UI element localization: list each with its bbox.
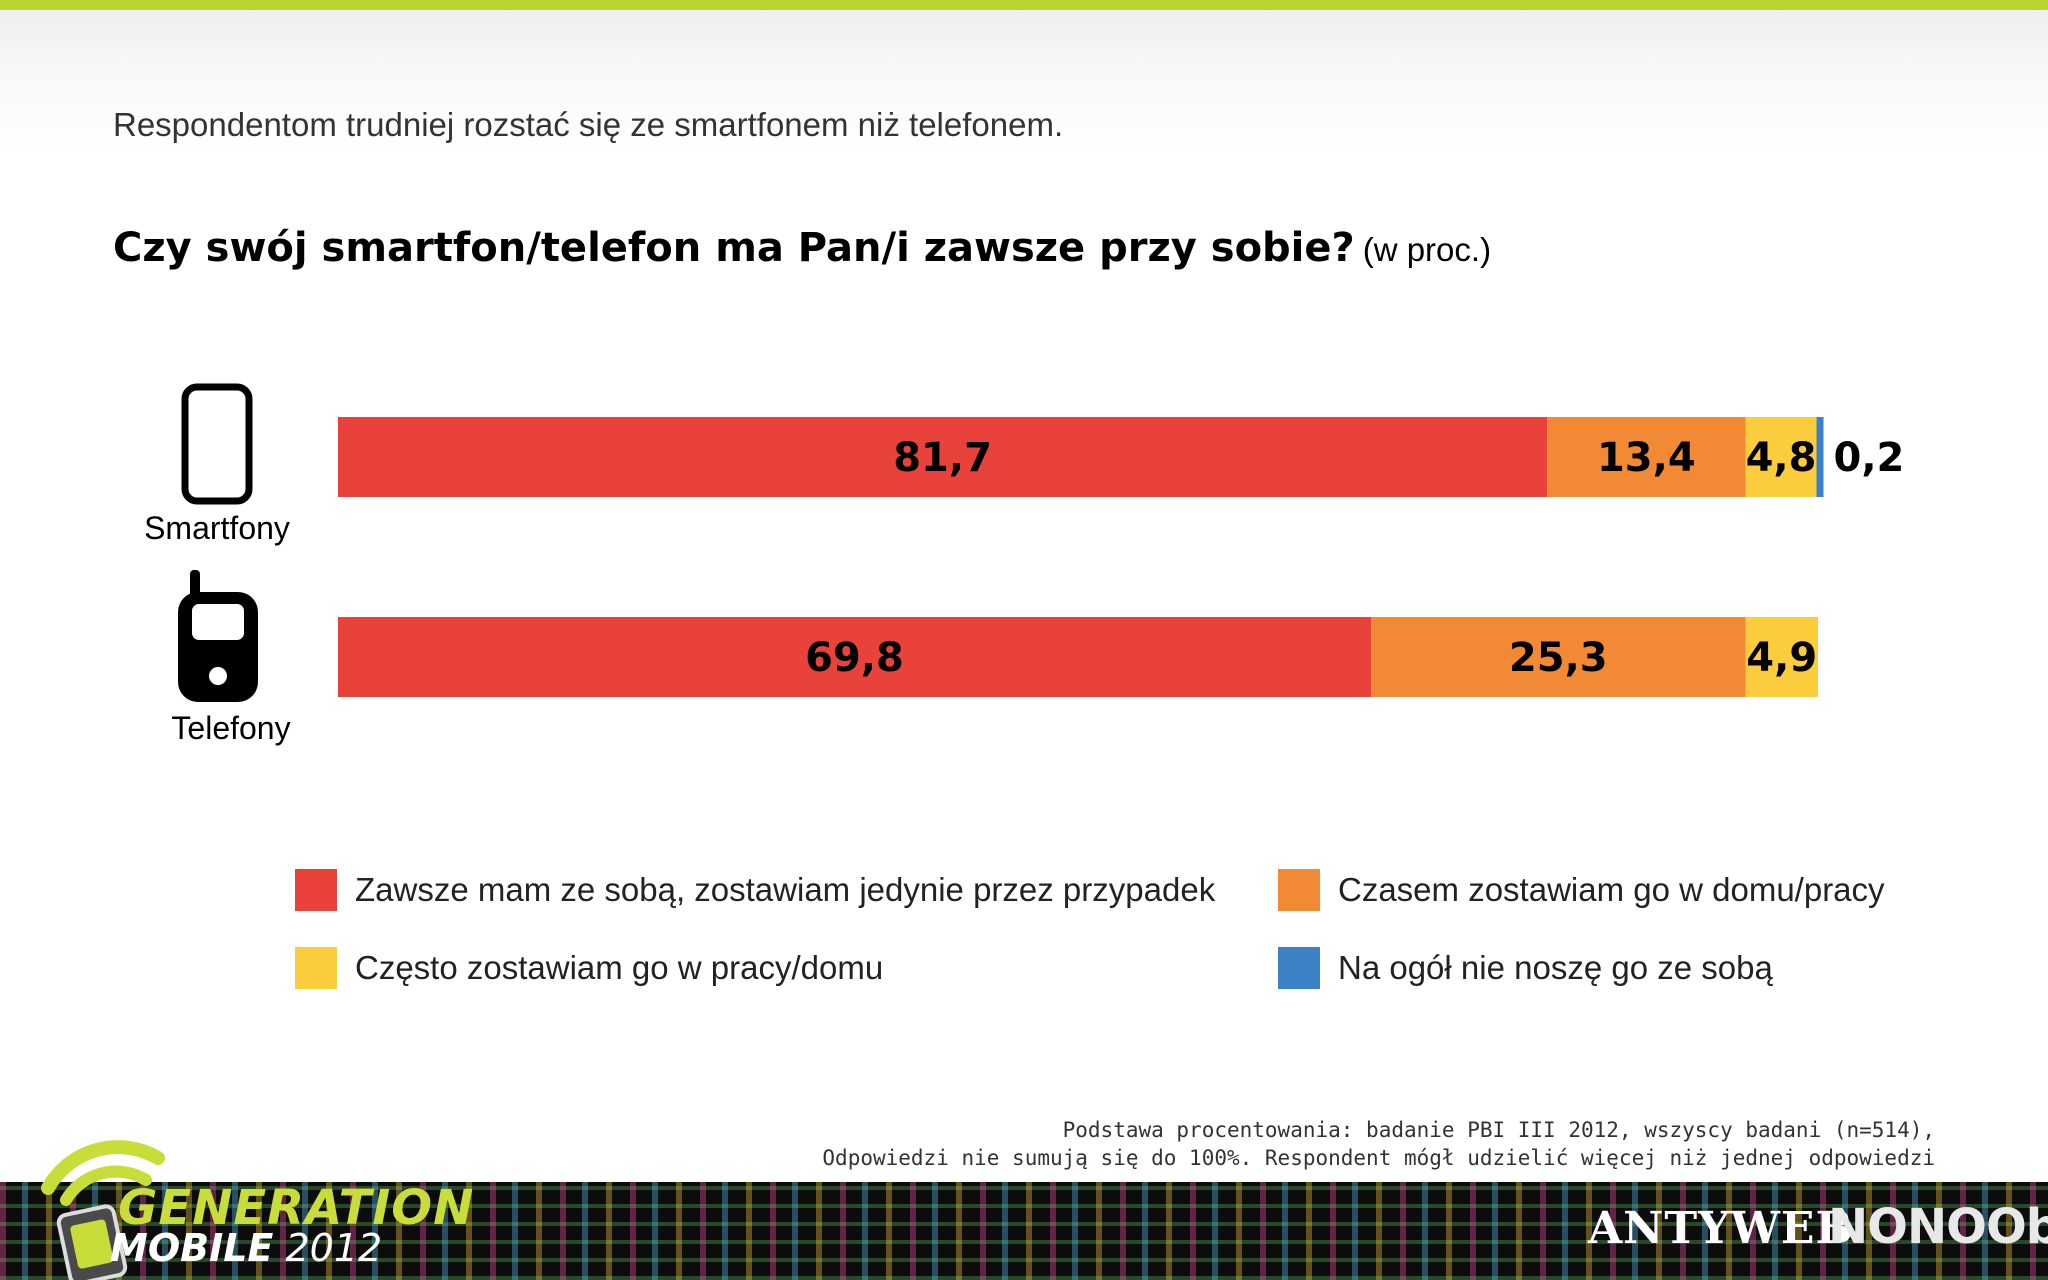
data-label-smartfony-0: 81,7	[893, 435, 992, 481]
bar-segment-smartfony-3	[1816, 417, 1824, 497]
bottom-brand-bar	[0, 1182, 2048, 1280]
top-accent-rule	[0, 0, 2048, 10]
legend-item-czesto: Często zostawiam go w pracy/domu	[295, 946, 883, 990]
legend-item-na-ogol: Na ogół nie noszę go ze sobą	[1278, 946, 1773, 990]
legend-swatch-red	[295, 869, 337, 911]
bar-segment-smartfony-0	[338, 417, 1548, 497]
chart-question: Czy swój smartfon/telefon ma Pan/i zawsz…	[113, 225, 1355, 271]
row-label-smartfony: Smartfony	[144, 510, 290, 546]
footnote-line-1: Podstawa procentowania: badanie PBI III …	[1062, 1118, 1935, 1142]
legend-item-zawsze: Zawsze mam ze sobą, zostawiam jedynie pr…	[295, 868, 1215, 912]
legend-label: Na ogół nie noszę go ze sobą	[1338, 949, 1773, 986]
row-label-telefony: Telefony	[171, 710, 291, 746]
legend-swatch-orange	[1278, 869, 1320, 911]
data-label-telefony-2: 4,9	[1746, 635, 1817, 681]
footnote-line-2: Odpowiedzi nie sumują się do 100%. Respo…	[822, 1146, 1935, 1170]
legend-item-czasem: Czasem zostawiam go w domu/pracy	[1278, 868, 1885, 912]
data-label-telefony-0: 69,8	[805, 635, 904, 681]
data-label-smartfony-2: 4,8	[1746, 435, 1817, 481]
bar-segment-telefony-1	[1371, 617, 1746, 697]
legend-label: Zawsze mam ze sobą, zostawiam jedynie pr…	[355, 871, 1216, 908]
brand-mobile: MOBILE	[110, 1226, 274, 1270]
brand-nonoobs: NONOObS	[1828, 1199, 2048, 1255]
data-label-smartfony-3: 0,2	[1834, 435, 1905, 481]
brand-generation: GENERATION	[118, 1180, 475, 1236]
data-label-telefony-1: 25,3	[1509, 635, 1608, 681]
legend-swatch-yellow	[295, 947, 337, 989]
generation-mobile-logo-icon	[41, 1140, 165, 1280]
smartphone-icon	[181, 383, 253, 505]
legend-label: Czasem zostawiam go w domu/pracy	[1338, 871, 1885, 908]
data-label-smartfony-1: 13,4	[1597, 435, 1696, 481]
chart-title: Czy swój smartfon/telefon ma Pan/i zawsz…	[113, 225, 1491, 271]
mobile-phone-icon	[178, 570, 258, 702]
bar-segment-smartfony-2	[1745, 417, 1817, 497]
legend-swatch-blue	[1278, 947, 1320, 989]
bar-segment-smartfony-1	[1547, 417, 1746, 497]
brand-antyweb: ANTYWEB	[1588, 1203, 1854, 1254]
phones-pattern-background	[0, 1182, 2048, 1280]
brand-mobile-2012: MOBILE 2012	[110, 1226, 382, 1270]
slide-subtitle: Respondentom trudniej rozstać się ze sma…	[113, 106, 1064, 143]
brand-year: 2012	[285, 1226, 383, 1270]
chart-unit: (w proc.)	[1362, 231, 1492, 268]
bar-segment-telefony-2	[1745, 617, 1818, 697]
footnote: Podstawa procentowania: badanie PBI III …	[822, 1116, 1935, 1172]
bar-segment-telefony-0	[338, 617, 1372, 697]
legend-label: Często zostawiam go w pracy/domu	[355, 949, 884, 986]
